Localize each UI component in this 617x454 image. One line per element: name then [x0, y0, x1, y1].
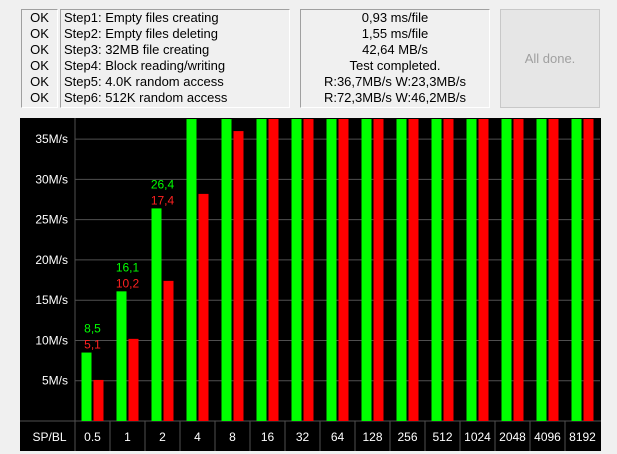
write-bar [233, 131, 244, 421]
read-bar [361, 119, 372, 421]
write-bar [478, 119, 489, 421]
read-bar [501, 119, 512, 421]
y-tick-label: 5M/s [42, 374, 68, 388]
step-label: Step2: Empty files deleting [64, 26, 218, 41]
write-bar [303, 119, 314, 421]
x-tick-label: 2 [159, 430, 166, 444]
y-tick-label: 35M/s [35, 132, 68, 146]
step-label: Step5: 4.0K random access [64, 74, 224, 89]
x-tick-label: 16 [261, 430, 275, 444]
green-data-label: 8,5 [84, 322, 101, 336]
read-bar [151, 208, 162, 421]
y-tick-label: 25M/s [35, 213, 68, 227]
x-tick-label: 0.5 [84, 430, 101, 444]
read-bar [116, 291, 127, 421]
read-bar [81, 352, 92, 421]
read-bar [291, 119, 302, 421]
x-tick-label: 128 [362, 430, 382, 444]
read-bar [536, 119, 547, 421]
write-bar [583, 119, 594, 421]
x-tick-label: 32 [296, 430, 310, 444]
throughput-chart: 5M/s 10M/s 15M/s 20M/s 25M/s 30M/s 35M/s 0.5 1 2 4… [20, 118, 601, 451]
read-bar [431, 119, 442, 421]
write-bar [93, 379, 104, 421]
result-value: 0,93 ms/file [361, 10, 429, 25]
green-data-label: 16,1 [116, 260, 140, 274]
read-bar [186, 119, 197, 421]
x-tick-label: 512 [432, 430, 452, 444]
y-tick-label: 10M/s [35, 333, 68, 347]
red-data-label: 10,2 [116, 276, 140, 290]
write-bar [513, 119, 524, 421]
x-tick-label: 4096 [534, 430, 561, 444]
read-bar [396, 119, 407, 421]
write-bar [198, 193, 209, 421]
red-data-label: 5,1 [84, 338, 101, 352]
green-data-label: 26,4 [151, 177, 175, 191]
write-bar [408, 119, 419, 421]
write-bar [548, 119, 559, 421]
steps-column: Step1: Empty files creating Step2: Empty… [60, 9, 290, 108]
read-bar [571, 119, 582, 421]
status-cell: OK [30, 10, 49, 25]
write-bar [373, 119, 384, 421]
x-tick-label: 4 [194, 430, 201, 444]
result-value: 1,55 ms/file [361, 26, 429, 41]
x-tick-label: 2048 [499, 430, 526, 444]
y-tick-label: 15M/s [35, 293, 68, 307]
all-done-button[interactable]: All done. [500, 9, 600, 108]
status-cell: OK [30, 42, 49, 57]
read-bar [326, 119, 337, 421]
write-bar [163, 280, 174, 421]
result-value: 42,64 MB/s [362, 42, 428, 57]
result-value: Test completed. [349, 58, 441, 73]
status-cell: OK [30, 74, 49, 89]
step-label: Step3: 32MB file creating [64, 42, 210, 57]
write-bar [128, 338, 139, 421]
write-bar [268, 119, 279, 421]
results-column: 0,93 ms/file 1,55 ms/file 42,64 MB/s Tes… [300, 9, 490, 108]
status-cell: OK [30, 26, 49, 41]
x-axis-label: SP/BL [32, 430, 66, 444]
status-cell: OK [30, 58, 49, 73]
x-tick-label: 64 [331, 430, 345, 444]
write-bar [338, 119, 349, 421]
step-label: Step6: 512K random access [64, 90, 228, 105]
write-bar [443, 119, 454, 421]
x-tick-label: 256 [397, 430, 417, 444]
y-tick-label: 20M/s [35, 253, 68, 267]
red-data-label: 17,4 [151, 193, 175, 207]
status-column: OK OK OK OK OK OK [21, 9, 58, 108]
result-value: R:36,7MB/s W:23,3MB/s [323, 74, 467, 89]
x-tick-label: 8 [229, 430, 236, 444]
result-value: R:72,3MB/s W:46,2MB/s [323, 90, 467, 105]
read-bar [256, 119, 267, 421]
x-tick-label: 1024 [464, 430, 491, 444]
y-tick-label: 30M/s [35, 172, 68, 186]
read-bar [221, 119, 232, 421]
status-cell: OK [30, 90, 49, 105]
read-bar [466, 119, 477, 421]
step-label: Step4: Block reading/writing [64, 58, 226, 73]
x-tick-label: 1 [124, 430, 131, 444]
x-tick-label: 8192 [569, 430, 596, 444]
step-label: Step1: Empty files creating [64, 10, 219, 25]
